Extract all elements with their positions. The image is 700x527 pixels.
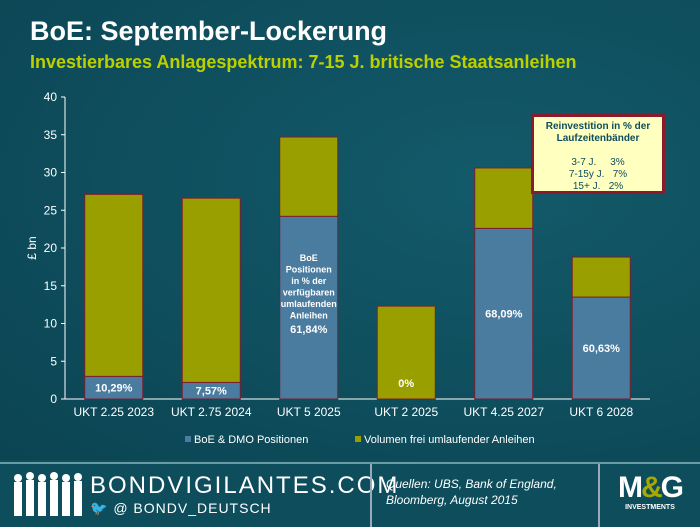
x-tick-label: UKT 5 2025 [277,405,341,419]
data-label: 68,09% [485,309,523,321]
bar-free [279,136,339,217]
y-tick-label: 30 [44,166,58,180]
bar-free [84,193,144,377]
source-line: Bloomberg, August 2015 [386,493,518,507]
divider [370,464,372,527]
y-tick-label: 20 [44,241,58,255]
bar-annotation: umlaufenden [281,299,337,309]
source-note: Quellen: UBS, Bank of England, Bloomberg,… [386,476,566,508]
y-tick-label: 10 [44,317,58,331]
bar-free [181,197,241,383]
box-row: 7-15y J. 7% [568,169,628,180]
data-label: 61,84% [290,324,328,336]
mg-logo: M&G INVESTMENTS [617,471,684,512]
bar-annotation: verfügbaren [283,288,335,298]
data-label: 10,29% [95,383,133,395]
x-tick-label: UKT 6 2028 [569,405,633,419]
legend-swatch [185,436,191,442]
legend-swatch [355,436,361,442]
divider [598,464,600,527]
y-tick-label: 35 [44,128,58,142]
bar-free [571,256,631,298]
x-tick-label: UKT 2.25 2023 [73,405,154,419]
box-row: 3-7 J. 3% [571,157,625,168]
bar-boe [571,296,631,400]
data-label: 60,63% [583,343,621,355]
bar-boe [279,215,339,400]
y-tick-label: 40 [44,90,58,104]
bar-annotation: Positionen [286,265,332,275]
legend-label: Volumen frei umlaufender Anleihen [364,434,535,446]
people-silhouette-icon [14,472,82,516]
y-tick-label: 25 [44,203,58,217]
box-row: 15+ J. 2% [572,181,624,192]
source-line: Quellen: UBS, Bank of England, [386,477,557,491]
twitter-icon: 🐦 [90,500,109,516]
bar-chart: 0 5 10 15 20 25 30 35 40 £ bn UKT 2.25 2023 10,29% U… [25,90,650,446]
bar-annotation: Anleihen [290,311,328,321]
y-tick-label: 5 [50,354,57,368]
y-tick-label: 15 [44,279,58,293]
bar-boe [474,227,534,400]
box-title-2: Laufzeitenbänder [556,133,640,144]
x-tick-label: UKT 2 2025 [374,405,438,419]
x-tick-label: UKT 2.75 2024 [171,405,252,419]
box-title: Reinvestition in % der [545,121,651,132]
bar-free [474,167,534,229]
bar-free [376,305,436,400]
chart-subtitle: Investierbares Anlagespektrum: 7-15 J. b… [30,52,577,72]
data-label: 7,57% [196,386,227,398]
legend-label: BoE & DMO Positionen [194,434,308,446]
y-tick-label: 0 [50,392,57,406]
data-label: 0% [398,378,414,390]
chart-title: BoE: September-Lockerung [30,16,388,46]
bar-annotation: BoE [300,253,318,263]
x-tick-label: UKT 4.25 2027 [463,405,544,419]
site-link[interactable]: BONDVIGILANTES.COM [90,472,400,499]
footer: BONDVIGILANTES.COM 🐦 @ BONDV_DEUTSCH Que… [0,462,700,527]
twitter-handle[interactable]: @ BONDV_DEUTSCH [113,500,272,516]
y-axis-label: £ bn [25,236,39,259]
bar-annotation: in % der [291,276,327,286]
reinvestment-box: Reinvestition in % der Laufzeitenbänder … [531,114,665,194]
